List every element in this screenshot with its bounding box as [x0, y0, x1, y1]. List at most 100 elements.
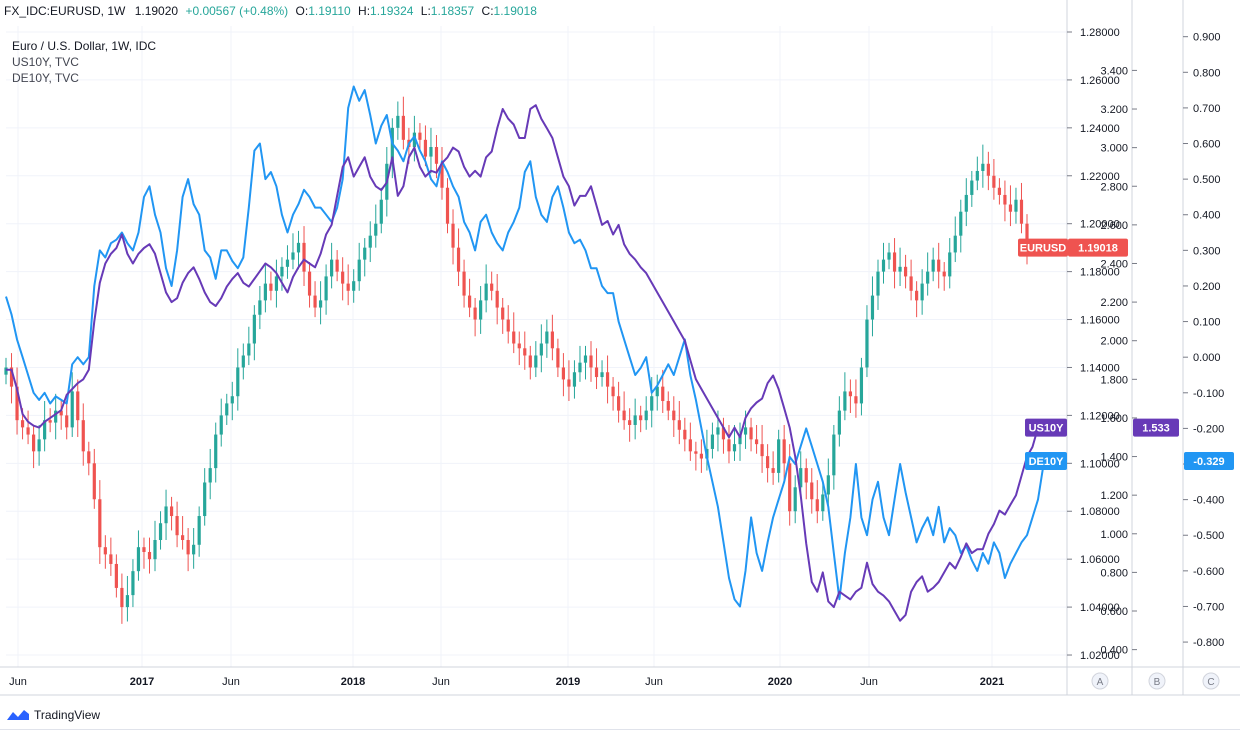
- candle-body-52: [291, 252, 295, 260]
- axis-a-tick-11: 1.06000: [1080, 554, 1120, 566]
- candle-body-36: [203, 482, 207, 517]
- candle-body-169: [937, 259, 941, 272]
- candle-body-138: [766, 456, 770, 469]
- candle-body-175: [970, 180, 974, 195]
- x-tick-5: 2019: [556, 676, 580, 688]
- candle-body-145: [804, 468, 808, 483]
- symbol-name[interactable]: FX_IDC:EURUSD, 1W: [4, 4, 126, 18]
- candle-body-8: [48, 420, 52, 423]
- candle-body-155: [859, 367, 864, 404]
- candle-body-40: [225, 403, 229, 416]
- candle-body-123: [683, 429, 687, 440]
- axis-c-tick-9: 0.000: [1193, 352, 1221, 364]
- candle-body-144: [799, 468, 803, 488]
- de10y-price-label-bg: [1184, 452, 1234, 471]
- de10y-series-tag-bg: [1025, 452, 1067, 471]
- legend-de10y[interactable]: DE10Y, TVC: [12, 71, 79, 85]
- candle-body-33: [186, 539, 190, 555]
- candle-body-101: [561, 367, 566, 380]
- candle-body-148: [821, 494, 825, 512]
- candle-body-27: [153, 539, 157, 560]
- candle-body-6: [37, 439, 41, 452]
- candle-body-5: [31, 434, 36, 452]
- candle-body-63: [352, 281, 356, 291]
- axis-b-label: B: [1154, 677, 1161, 688]
- candle-body-76: [423, 139, 428, 157]
- candle-body-70: [390, 127, 394, 164]
- price-chart[interactable]: 1.28000 1.26000 1.24000 1.22000 1.20000 1.180…: [0, 0, 1240, 700]
- candle-body-154: [854, 396, 858, 404]
- candle-body-173: [959, 211, 963, 236]
- candle-body-111: [617, 396, 621, 411]
- candle-body-35: [197, 516, 201, 545]
- candle-body-7: [43, 420, 47, 440]
- high-value: 1.19324: [370, 4, 414, 18]
- axis-b-tick-13: 0.800: [1100, 567, 1128, 579]
- candle-body-149: [826, 475, 830, 495]
- candle-body-172: [953, 235, 957, 253]
- candle-body-4: [26, 427, 30, 435]
- axis-b-tick-5: 2.400: [1100, 258, 1128, 270]
- de10y-price-label: -0.329: [1193, 456, 1224, 468]
- candle-body-61: [341, 271, 345, 284]
- candle-body-93: [517, 343, 521, 349]
- de10y-series-tag: DE10Y: [1029, 456, 1065, 468]
- candle-body-174: [964, 194, 968, 212]
- brand-name: TradingView: [34, 708, 101, 722]
- eurusd-candles: [4, 96, 1029, 624]
- candle-body-30: [169, 506, 174, 517]
- x-tick-1: 2017: [130, 676, 154, 688]
- candle-body-89: [495, 290, 499, 308]
- candle-body-103: [572, 372, 577, 387]
- candle-body-176: [975, 170, 979, 181]
- candle-body-60: [335, 259, 339, 272]
- candle-body-18: [103, 547, 107, 555]
- candle-body-179: [992, 175, 996, 188]
- candle-body-118: [655, 386, 659, 397]
- axis-c-tick-4: 0.500: [1193, 174, 1221, 186]
- candle-body-142: [788, 463, 792, 512]
- candle-body-104: [578, 362, 582, 373]
- candle-body-78: [434, 147, 439, 164]
- candle-body-49: [274, 276, 279, 291]
- candle-body-162: [898, 266, 902, 272]
- candle-body-81: [451, 223, 455, 248]
- eurusd-price-label-bg: [1068, 238, 1128, 257]
- candle-body-122: [677, 420, 681, 430]
- axis-b-tick-0: 3.400: [1100, 65, 1128, 77]
- candle-body-37: [208, 468, 212, 483]
- candle-body-166: [920, 283, 924, 301]
- candle-body-156: [865, 319, 869, 368]
- candle-body-151: [837, 410, 841, 435]
- legend-main-series[interactable]: Euro / U.S. Dollar, 1W, IDC: [12, 39, 157, 53]
- candle-body-178: [986, 163, 990, 176]
- eurusd-price-label: 1.19018: [1078, 243, 1118, 255]
- candle-body-47: [263, 283, 267, 301]
- candle-body-25: [142, 547, 146, 552]
- brand-footer[interactable]: TradingView: [6, 705, 100, 725]
- candle-body-129: [716, 427, 720, 435]
- legend-us10y[interactable]: US10Y, TVC: [12, 55, 79, 69]
- candle-body-105: [583, 355, 588, 363]
- candle-body-72: [401, 115, 405, 140]
- axis-b-tick-3: 2.800: [1100, 181, 1128, 193]
- candle-body-128: [710, 434, 715, 449]
- candle-body-62: [346, 283, 350, 291]
- candle-body-106: [589, 355, 593, 368]
- candle-body-57: [318, 300, 323, 308]
- candle-body-177: [981, 163, 985, 171]
- candle-body-11: [65, 415, 69, 428]
- candle-body-15: [87, 451, 91, 464]
- candle-body-65: [363, 247, 367, 260]
- axis-a-tick-6: 1.16000: [1080, 315, 1120, 327]
- candle-body-0: [4, 367, 8, 375]
- axis-b-tick-12: 1.000: [1100, 529, 1128, 541]
- close-value: 1.19018: [493, 4, 537, 18]
- eurusd-series-tag-bg: [1018, 238, 1068, 257]
- axis-a-tick-2: 1.24000: [1080, 123, 1120, 135]
- price-change: +0.00567 (+0.48%): [185, 4, 289, 18]
- candle-body-20: [114, 563, 118, 588]
- axis-c-tick-14: -0.500: [1193, 530, 1224, 542]
- candle-body-17: [98, 499, 102, 548]
- candle-body-31: [175, 516, 179, 536]
